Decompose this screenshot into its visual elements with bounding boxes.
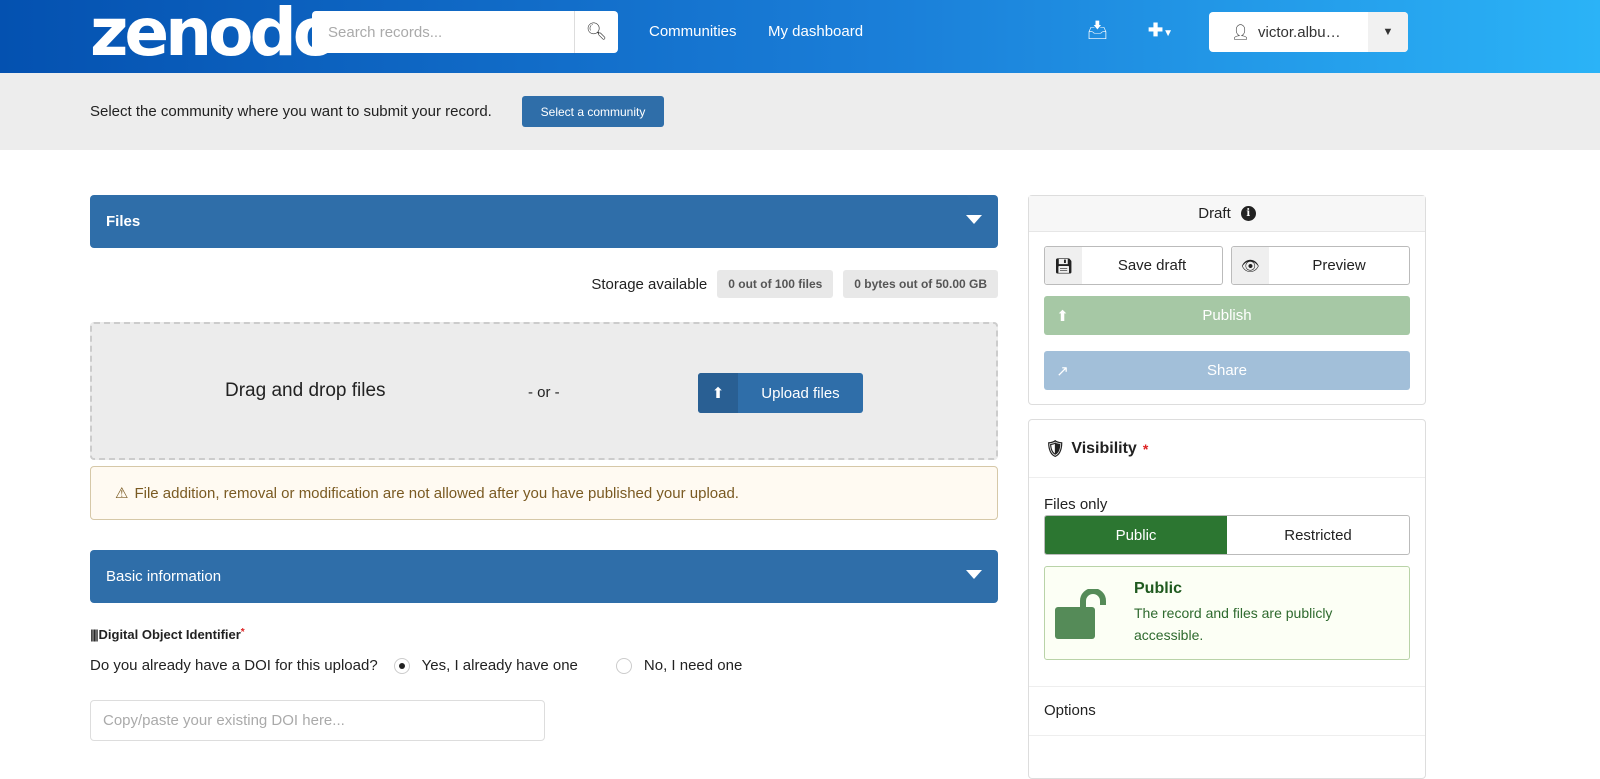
- share-label: Share: [1206, 362, 1248, 379]
- publish-label: Publish: [1202, 307, 1252, 324]
- draft-title: Draft: [1198, 205, 1231, 222]
- username: victor.albu…: [1258, 23, 1341, 41]
- bytes-badge: 0 bytes out of 50.00 GB: [843, 270, 998, 298]
- info-icon[interactable]: i: [1240, 206, 1256, 221]
- share-icon: ↗: [1056, 362, 1069, 380]
- visibility-card: 🛡︎ Visibility * Files only Public Restrict…: [1028, 419, 1426, 779]
- doi-label-text: Digital Object Identifier: [98, 627, 241, 642]
- upload-icon: ⬆: [1056, 307, 1069, 325]
- eye-icon: 👁︎: [1232, 247, 1269, 284]
- inbox-icon[interactable]: 📥︎: [1086, 20, 1109, 40]
- caret-down-icon: [966, 570, 982, 579]
- community-prompt: Select the community where you want to s…: [90, 103, 492, 120]
- plus-icon[interactable]: ✚▼: [1148, 20, 1173, 40]
- required-marker: *: [1142, 440, 1149, 457]
- user-menu[interactable]: 👤︎ victor.albu… ▼: [1209, 12, 1408, 52]
- upload-icon: ⬆: [698, 373, 738, 413]
- required-marker: *: [240, 627, 245, 638]
- restricted-option[interactable]: Restricted: [1284, 526, 1352, 544]
- preview-label: Preview: [1312, 257, 1366, 274]
- publish-warning: ⚠ File addition, removal or modification …: [90, 466, 998, 520]
- user-icon: 👤︎: [1231, 24, 1251, 41]
- radio-yes[interactable]: [393, 657, 410, 674]
- files-count-badge: 0 out of 100 files: [717, 270, 834, 298]
- doi-label: ||||| Digital Object Identifier*: [90, 627, 245, 642]
- basic-information-accordion[interactable]: Basic information: [90, 550, 998, 603]
- public-box-text: The record and files are publicly access…: [1134, 605, 1333, 643]
- public-info-box: Public The record and files are publicly…: [1044, 566, 1410, 660]
- search-input[interactable]: [312, 11, 574, 53]
- storage-label: Storage available: [591, 275, 708, 293]
- drag-drop-text: Drag and drop files: [225, 380, 386, 401]
- warning-text: File addition, removal or modification a…: [134, 484, 739, 502]
- public-box-title: Public: [1134, 580, 1183, 597]
- caret-down-icon: [966, 215, 982, 224]
- draft-card: Draft i 💾︎ Save draft 👁︎ Preview ⬆ Publish ↗…: [1028, 195, 1426, 405]
- warning-icon: ⚠: [115, 485, 129, 502]
- doi-input[interactable]: [90, 700, 545, 741]
- or-text: - or -: [528, 384, 560, 401]
- doi-question-text: Do you already have a DOI for this uploa…: [90, 657, 378, 674]
- visibility-title: Visibility: [1071, 439, 1137, 457]
- search-icon: 🔍︎: [585, 22, 608, 41]
- radio-no[interactable]: [615, 657, 632, 674]
- caret-down-icon[interactable]: ▼: [1368, 12, 1408, 52]
- save-draft-label: Save draft: [1117, 257, 1187, 274]
- basic-info-title: Basic information: [106, 568, 222, 585]
- community-banner: Select the community where you want to s…: [0, 73, 1600, 150]
- zenodo-logo[interactable]: zenodo: [90, 0, 338, 71]
- files-accordion[interactable]: Files: [90, 195, 998, 248]
- files-only-label: Files only: [1044, 496, 1108, 513]
- select-community-button[interactable]: Select a community: [522, 96, 664, 127]
- publish-button[interactable]: ⬆ Publish: [1044, 296, 1410, 335]
- save-draft-button[interactable]: 💾︎ Save draft: [1044, 246, 1223, 285]
- upload-files-button[interactable]: ⬆ Upload files: [698, 373, 863, 413]
- nav-communities[interactable]: Communities: [649, 23, 737, 40]
- storage-info: Storage available 0 out of 100 files 0 b…: [591, 270, 998, 298]
- search-bar: 🔍︎: [312, 11, 618, 53]
- preview-button[interactable]: 👁︎ Preview: [1231, 246, 1410, 285]
- options-label: Options: [1044, 702, 1096, 719]
- search-button[interactable]: 🔍︎: [574, 11, 618, 53]
- barcode-icon: |||||: [90, 627, 99, 642]
- share-button[interactable]: ↗ Share: [1044, 351, 1410, 390]
- upload-label: Upload files: [761, 384, 840, 402]
- shield-icon: 🛡︎: [1045, 440, 1066, 458]
- radio-no-label[interactable]: No, I need one: [643, 657, 743, 674]
- file-dropzone[interactable]: Drag and drop files - or - ⬆ Upload files: [90, 322, 998, 460]
- public-option[interactable]: Public: [1045, 516, 1227, 554]
- nav-my-dashboard[interactable]: My dashboard: [768, 23, 864, 40]
- unlock-icon: [1055, 589, 1106, 639]
- save-icon: 💾︎: [1045, 247, 1082, 284]
- doi-question: Do you already have a DOI for this uploa…: [90, 657, 742, 674]
- visibility-toggle: Public Restricted: [1044, 515, 1410, 555]
- top-navbar: zenodo 🔍︎ Communities My dashboard 📥︎ ✚▼…: [0, 0, 1600, 73]
- radio-yes-label[interactable]: Yes, I already have one: [421, 657, 578, 674]
- files-title: Files: [106, 213, 141, 230]
